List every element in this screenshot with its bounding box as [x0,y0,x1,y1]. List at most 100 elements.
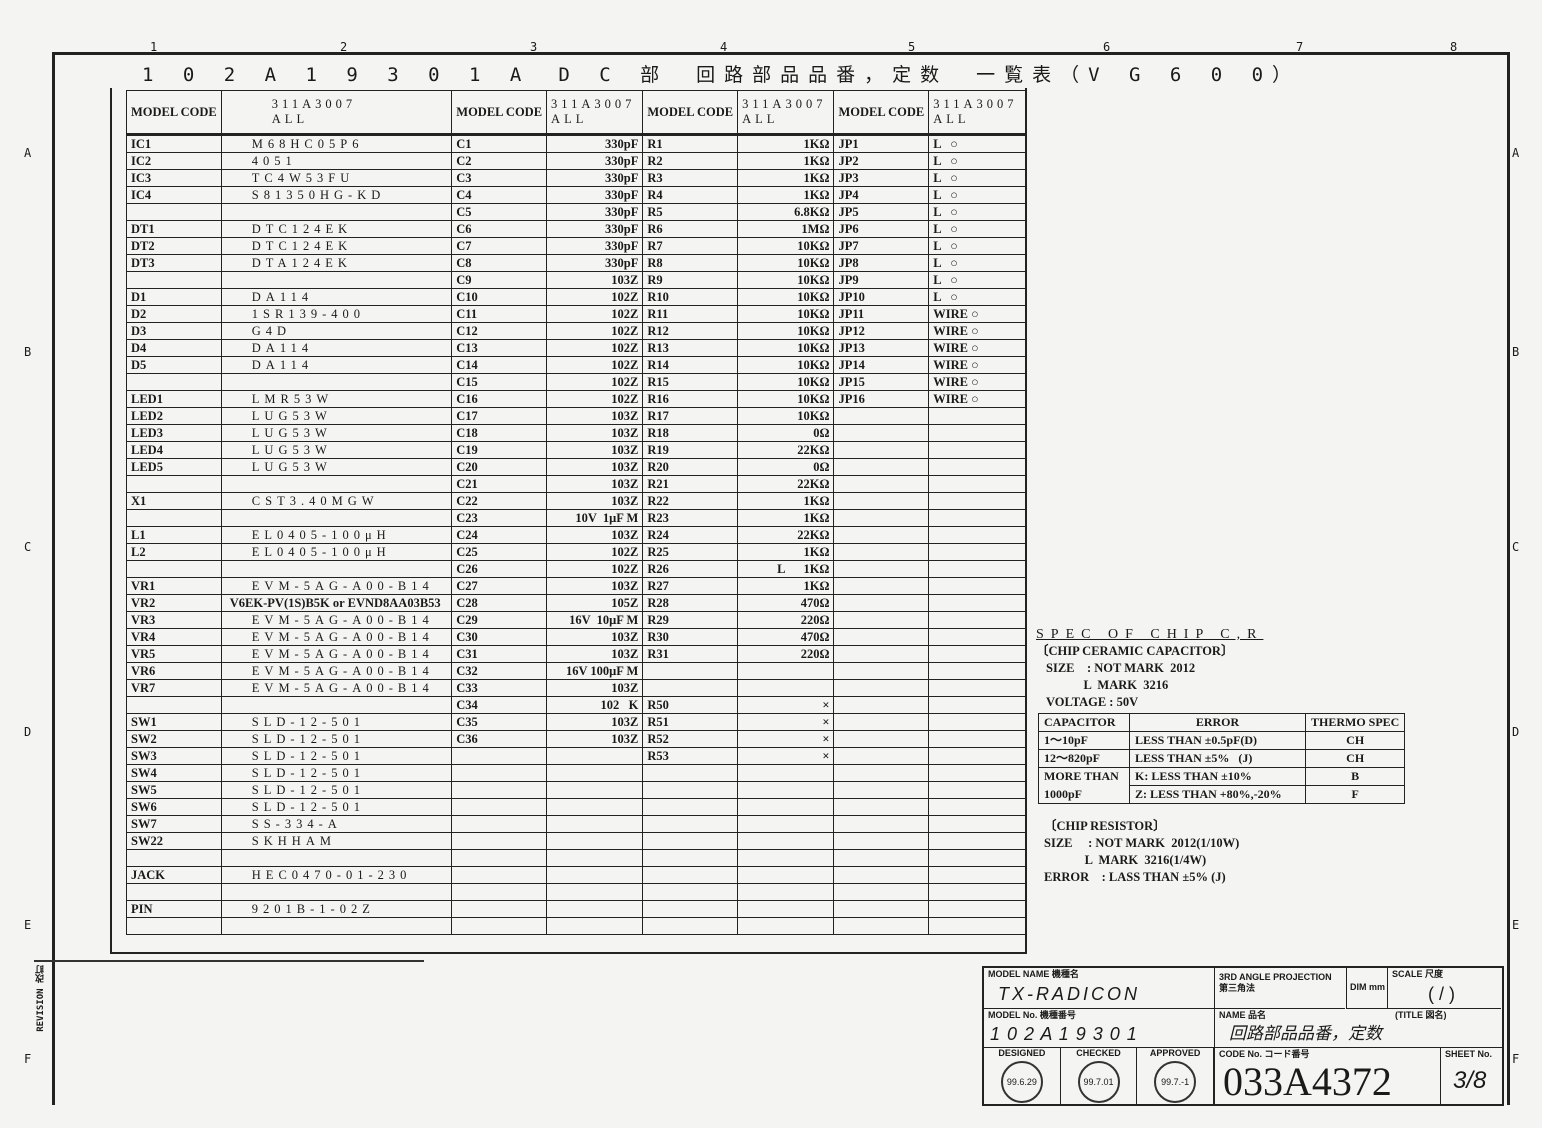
revision-divider [34,960,424,962]
capacitor-value: 330pF [546,186,644,204]
part-number: SLD-12-501 [220,764,453,782]
ref-code: SW2 [126,730,222,748]
dim-cell: DIM mm [1346,968,1387,1009]
jumper-value [928,798,1026,816]
capacitor-value: 103Z [546,730,644,748]
ref-code: R9 [642,271,739,289]
table-row: LED1 LMR53W C16 102Z R16 10KΩ JP16 WIRE ○ [126,390,1026,408]
title-label: (TITLE 図名) [1395,1010,1447,1020]
ref-code [833,492,930,510]
capacitor-value: 10V 1μF M [546,509,644,527]
ref-code [642,917,739,935]
part-number: EL0405-100μH [220,543,453,561]
resistor-value: 22KΩ [737,526,835,544]
jumper-value [928,560,1026,578]
table-row [126,883,1026,901]
part-number: S81350HG-KD [220,186,453,204]
resistor-value: 10KΩ [737,254,835,272]
capacitor-value: 330pF [546,237,644,255]
part-number [220,917,453,935]
ref-code [451,764,548,782]
ref-code [451,917,548,935]
part-number [220,509,453,527]
stamp-cell: APPROVED 99.7.-1 [1137,1048,1214,1104]
jumper-value: WIRE ○ [928,322,1026,340]
part-number: LUG53W [220,407,453,425]
resistor-value: 22KΩ [737,441,835,459]
ref-code [833,832,930,850]
ref-code: R24 [642,526,739,544]
model-header: 311A3007 ALL [928,90,1026,136]
ref-code [833,645,930,663]
ref-code [833,730,930,748]
ref-code: D5 [126,356,222,374]
jumper-value [928,832,1026,850]
ref-code: PIN [126,900,222,918]
grid-col-label: 3 [530,40,538,54]
scale-label: SCALE 尺度 [1392,969,1444,979]
part-number [220,849,453,867]
table-row: LED2 LUG53W C17 103Z R17 10KΩ [126,407,1026,425]
cell: THERMO SPEC [1304,713,1406,732]
ref-code [451,866,548,884]
table-row: VR1 EVM-5AG-A00-B14 C27 103Z R27 1KΩ [126,577,1026,595]
part-number: DTC124EK [220,220,453,238]
table-row: C21 103Z R21 22KΩ [126,475,1026,493]
ref-code: R2 [642,152,739,170]
table-row: SW1 SLD-12-501 C35 103Z R51 × [126,713,1026,731]
part-number: V6EK-PV(1S)B5K or EVND8AA03B53 [220,594,453,612]
capacitor-value [546,832,644,850]
jumper-value [928,849,1026,867]
jumper-value [928,764,1026,782]
cap-row: MORE THAN K: LESS THAN ±10% B [1038,767,1406,786]
ref-code: C8 [451,254,548,272]
part-number: SKHHAM [220,832,453,850]
resistor-value: × [737,696,835,714]
resistor-size: SIZE : NOT MARK 2012(1/10W) [1044,836,1240,850]
capacitor-value [546,747,644,765]
capacitor-spec-table: CAPACITOR ERROR THERMO SPEC 1～10pF LESS T… [1038,713,1406,804]
ref-code: C6 [451,220,548,238]
cell: CH [1304,731,1406,750]
resistor-value: 10KΩ [737,288,835,306]
table-row: SW22 SKHHAM [126,832,1026,850]
ref-code [833,560,930,578]
ref-code: JP5 [833,203,930,221]
ref-code [642,883,739,901]
resistor-value: 10KΩ [737,390,835,408]
ref-code [642,849,739,867]
jumper-value: L ○ [928,288,1026,306]
ref-code: L1 [126,526,222,544]
ref-code: R23 [642,509,739,527]
jumper-value: L ○ [928,220,1026,238]
resistor-value: 1KΩ [737,509,835,527]
ref-code: C3 [451,169,548,187]
resistor-value: 10KΩ [737,407,835,425]
capacitor-value: 330pF [546,254,644,272]
grid-col-label: 1 [150,40,158,54]
part-number: EVM-5AG-A00-B14 [220,645,453,663]
table-row: LED4 LUG53W C19 103Z R19 22KΩ [126,441,1026,459]
resistor-value: 1KΩ [737,134,835,153]
ref-code [833,679,930,697]
grid-row-label: D [24,725,32,739]
ref-code: C25 [451,543,548,561]
ref-code [451,832,548,850]
ref-code [126,509,222,527]
resistor-value [737,781,835,799]
resistor-value: 10KΩ [737,356,835,374]
ref-code: C24 [451,526,548,544]
ref-code: X1 [126,492,222,510]
ref-code: D4 [126,339,222,357]
ref-code: SW5 [126,781,222,799]
jumper-value [928,611,1026,629]
ref-code: JP15 [833,373,930,391]
ref-code: JP1 [833,134,930,153]
jumper-value [928,628,1026,646]
ref-code: C4 [451,186,548,204]
stamp-label: DESIGNED [998,1048,1046,1058]
ref-code: R13 [642,339,739,357]
model-name: TX-RADICON [998,984,1140,1004]
table-row: C26 102Z R26 L 1KΩ [126,560,1026,578]
stamp-label: APPROVED [1149,1048,1201,1058]
